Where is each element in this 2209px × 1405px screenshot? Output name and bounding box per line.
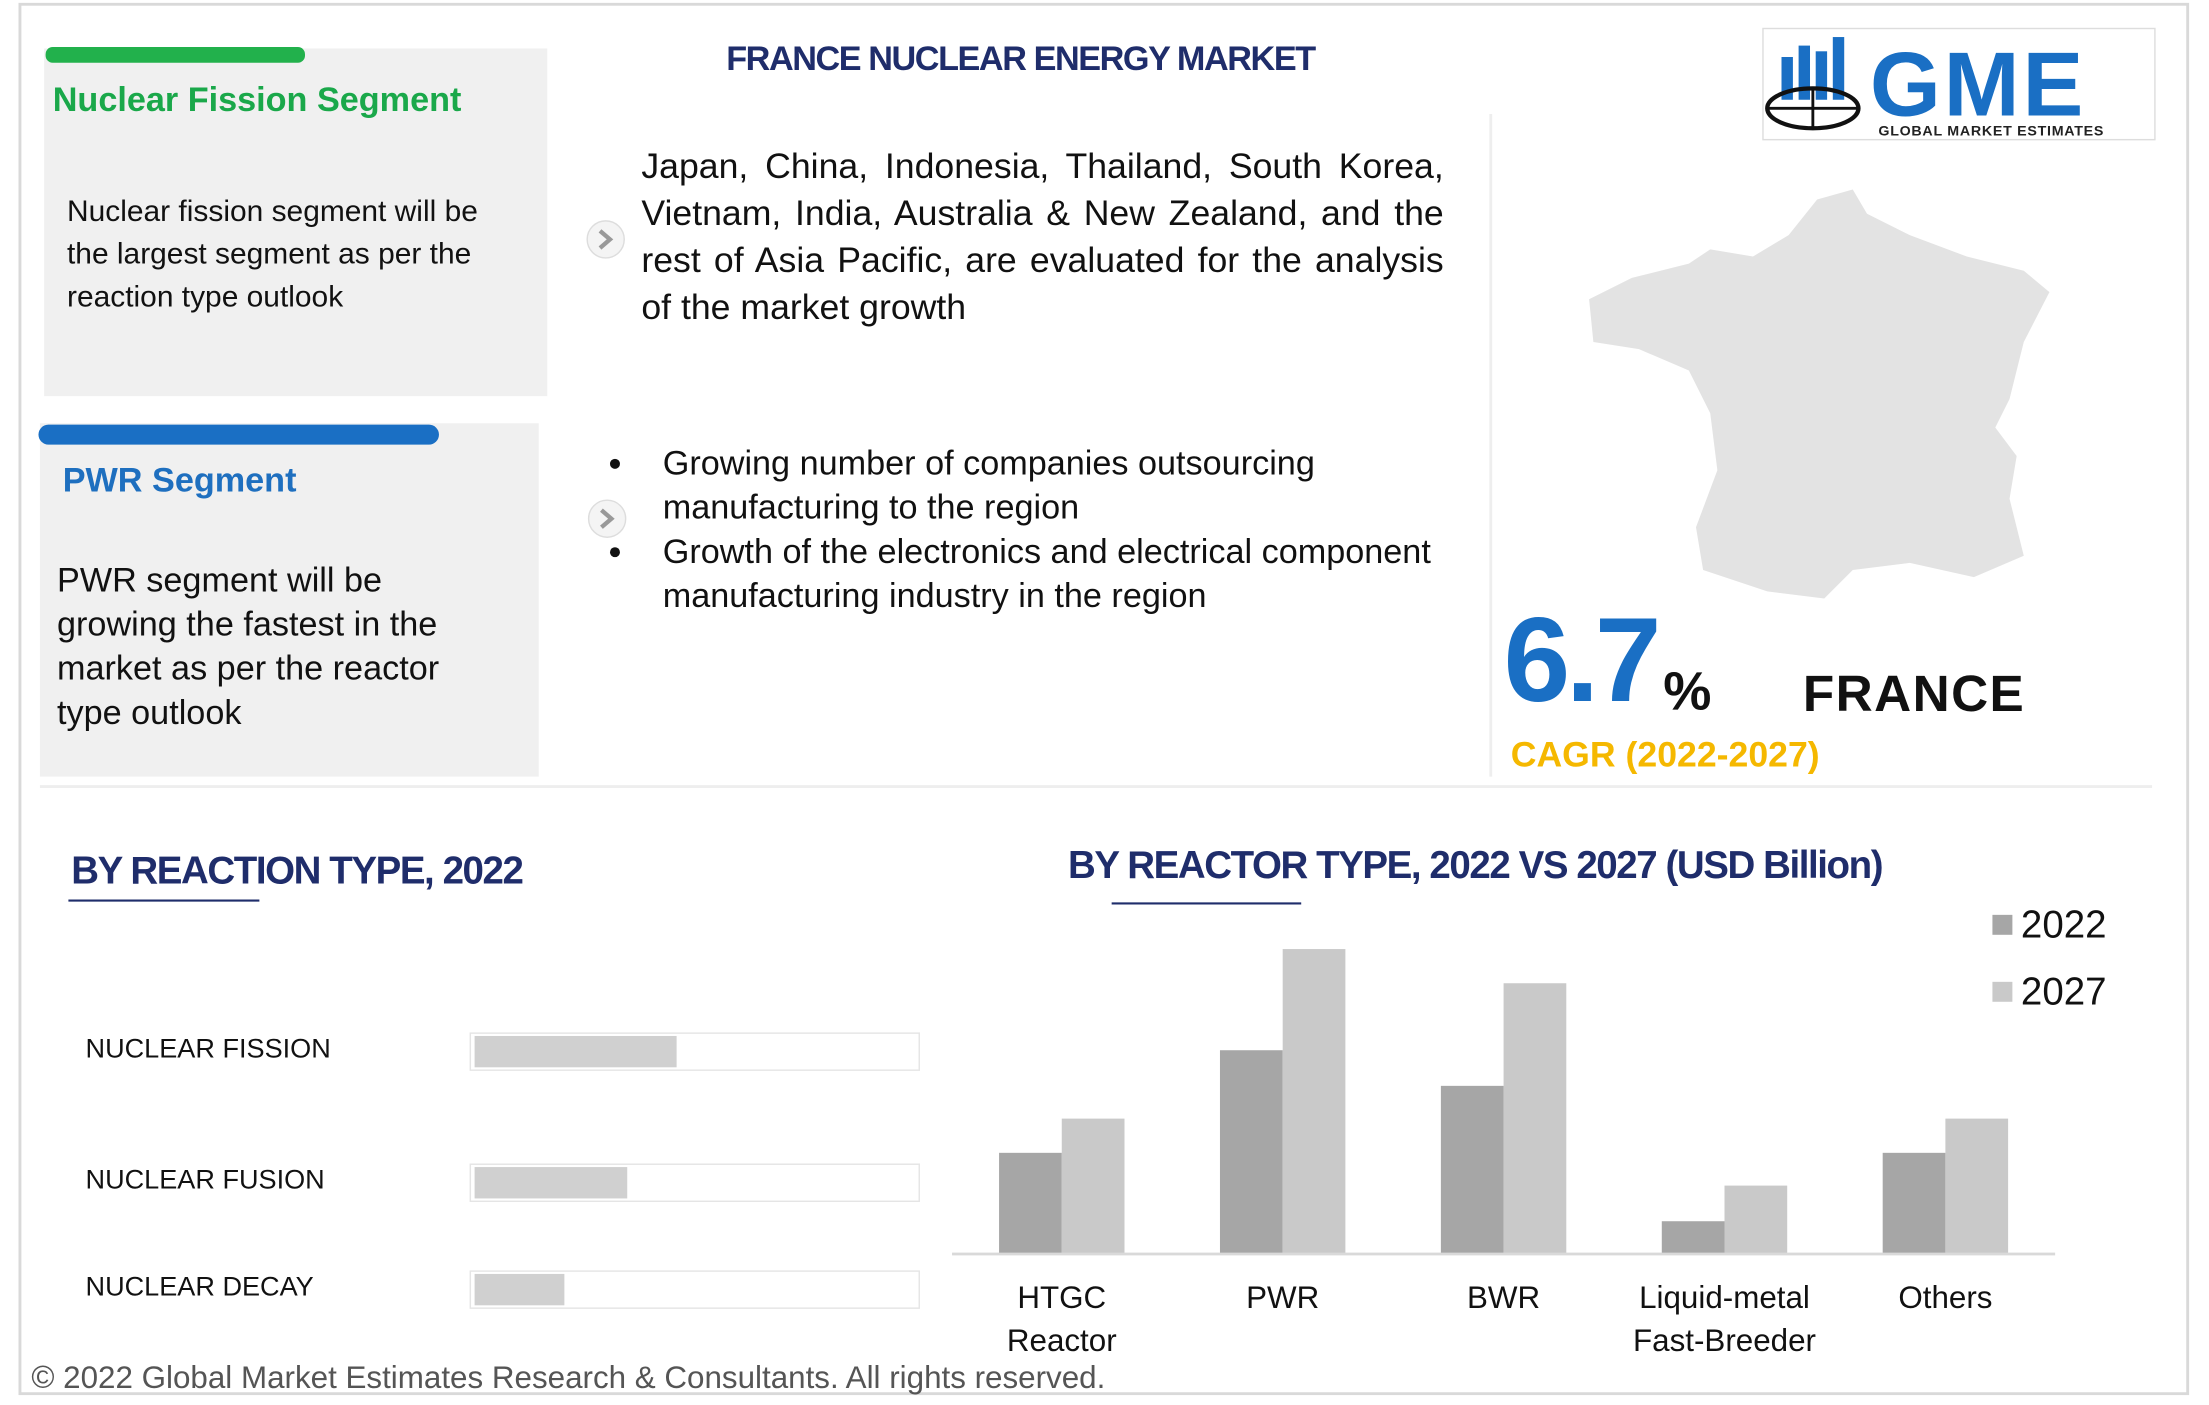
bar (1503, 983, 1567, 1254)
segment-text: PWR segment will be growing the fastest … (57, 561, 440, 733)
logo-icon (1765, 37, 1861, 131)
bar (1945, 1118, 2009, 1254)
bar (474, 1167, 628, 1199)
x-tick-label: Others (1898, 1279, 1993, 1316)
bar (1061, 1118, 1125, 1254)
driver: Growing number of companies outsourcing … (640, 442, 1438, 530)
accent-bar (38, 424, 439, 445)
bar (474, 1273, 565, 1306)
cagr-unit: % (1663, 662, 1712, 723)
france-map (1589, 189, 2050, 599)
country: FRANCE (1802, 664, 2026, 723)
bar (1282, 949, 1346, 1254)
x-tick-label: Liquid-metal Fast-Breeder (1632, 1279, 1816, 1359)
panel (44, 48, 548, 397)
drivers-list: Growing number of companies outsourcing … (600, 442, 1438, 619)
legend-swatch (1992, 981, 2013, 1002)
bar (1219, 1050, 1283, 1254)
bar (1661, 1221, 1725, 1254)
chart-title: BY REACTION TYPE, 2022 (71, 849, 524, 893)
y-tick-label: NUCLEAR DECAY (85, 1272, 314, 1303)
legend-swatch (1992, 914, 2013, 935)
logo-tagline: GLOBAL MARKET ESTIMATES (1878, 123, 2105, 140)
segment-text: Nuclear fission segment will be the larg… (66, 195, 478, 314)
y-tick-label: NUCLEAR FISSION (85, 1034, 331, 1065)
x-tick-label: BWR (1466, 1279, 1541, 1316)
segment-title: Nuclear Fission Segment (52, 81, 462, 120)
page-title: FRANCE NUCLEAR ENERGY MARKET (726, 39, 1316, 79)
arrow-icon (586, 220, 625, 259)
arrow-icon (600, 508, 615, 529)
chart-title: BY REACTOR TYPE, 2022 VS 2027 (USD Billi… (1068, 843, 1883, 887)
logo-box (1762, 27, 2156, 141)
cagr-label: CAGR (2022-2027) (1510, 735, 1820, 776)
bar (999, 1152, 1062, 1254)
x-tick-label: HTGC Reactor (1006, 1279, 1117, 1359)
accent-bar (45, 47, 305, 63)
regions-text: Japan, China, Indonesia, Thailand, South… (641, 146, 1444, 328)
legend-label: 2022 (2020, 903, 2107, 947)
arrow-icon (587, 499, 627, 538)
bar (1440, 1085, 1504, 1254)
y-tick-label: NUCLEAR FUSION (85, 1165, 325, 1196)
bar (1882, 1152, 1946, 1254)
legend-label: 2027 (2020, 970, 2107, 1014)
cagr-value: 6.7 (1503, 592, 1662, 727)
segment-title: PWR Segment (62, 461, 297, 501)
logo-text: GME (1869, 32, 2087, 136)
footer: © 2022 Global Market Estimates Research … (31, 1359, 1106, 1396)
bar (1724, 1185, 1788, 1254)
driver: Growth of the electronics and electrical… (640, 530, 1438, 618)
arrow-icon (598, 229, 614, 250)
x-tick-label: PWR (1246, 1279, 1320, 1316)
bar (474, 1035, 677, 1068)
frame (18, 2, 2190, 1396)
panel (39, 423, 539, 777)
